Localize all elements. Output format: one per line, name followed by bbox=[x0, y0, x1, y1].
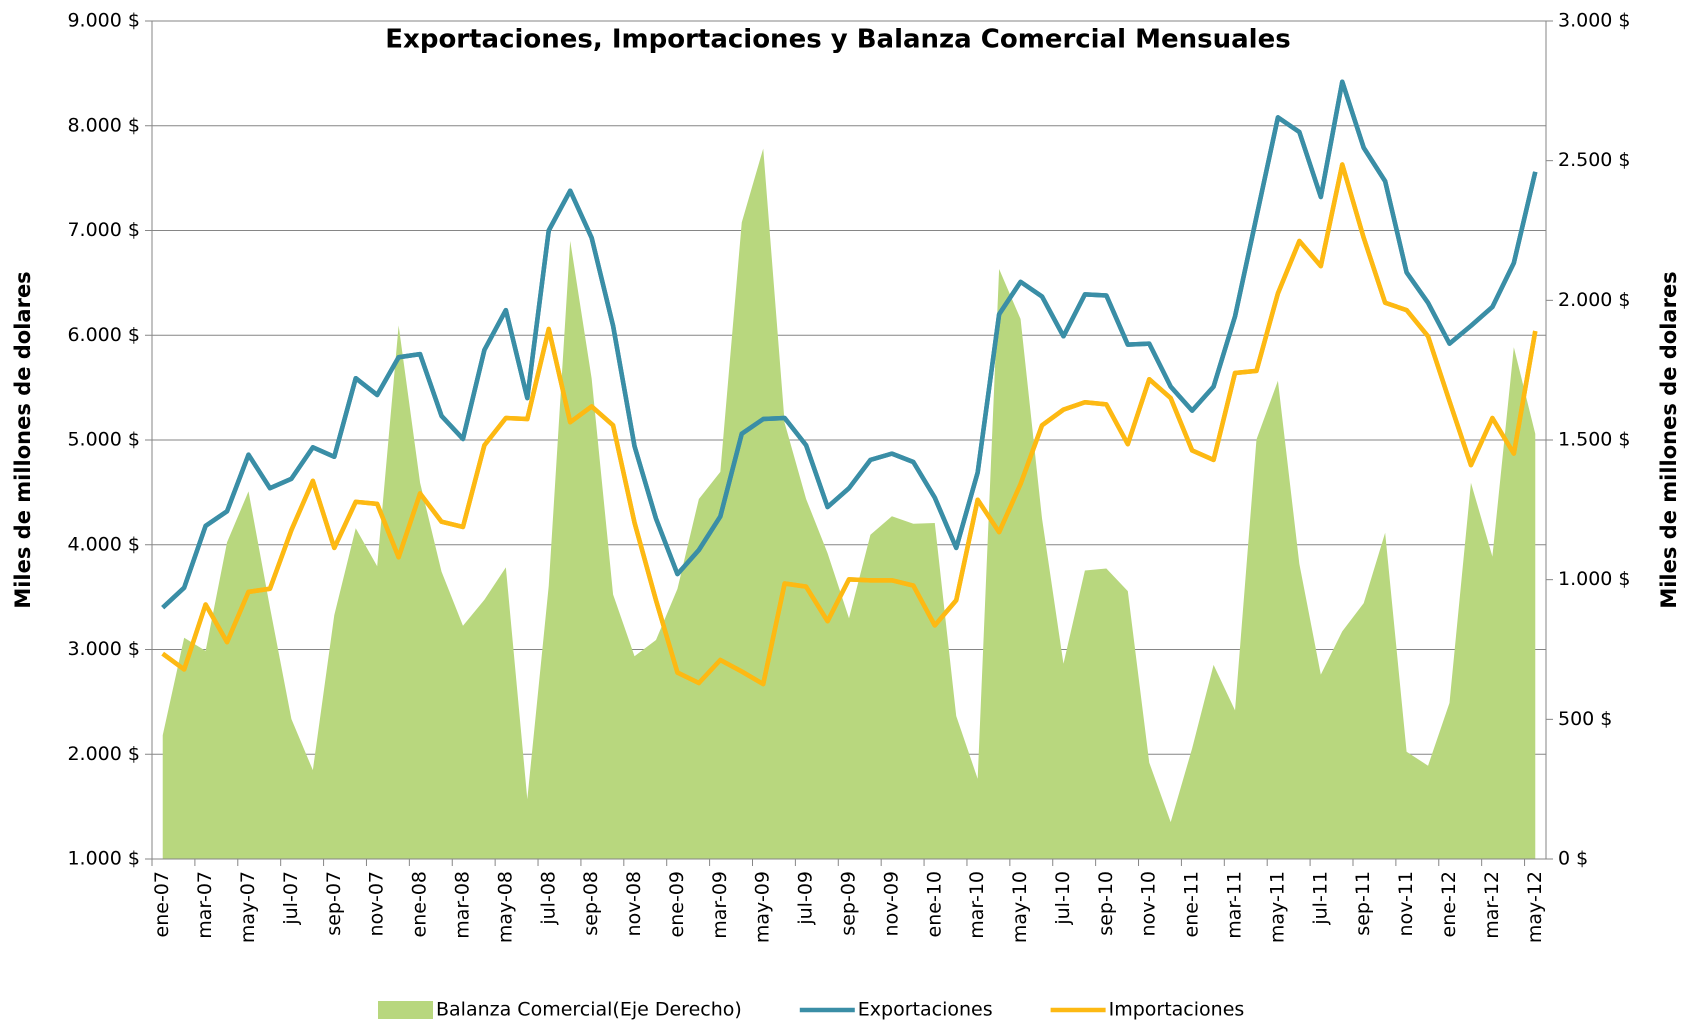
legend-label: Balanza Comercial(Eje Derecho) bbox=[436, 999, 742, 1021]
line bbox=[161, 162, 1538, 687]
x-tick-label: may-09 bbox=[752, 871, 774, 943]
x-tick-label: sep-10 bbox=[1095, 871, 1117, 936]
y-tick-label: 8.000 $ bbox=[67, 114, 140, 136]
x-tick-label: may-10 bbox=[1009, 871, 1031, 943]
x-tick-label: nov-11 bbox=[1395, 871, 1417, 936]
x-tick-label: mar-10 bbox=[966, 871, 988, 939]
x-tick-label: jul-10 bbox=[1052, 871, 1074, 926]
x-tick-label: ene-09 bbox=[666, 871, 688, 937]
x-tick-label: mar-09 bbox=[709, 871, 731, 939]
x-tick-label: jul-08 bbox=[537, 871, 559, 926]
x-tick-label: sep-11 bbox=[1352, 871, 1374, 936]
x-tick-label: ene-12 bbox=[1438, 871, 1460, 937]
y-tick-label: 7.000 $ bbox=[67, 219, 140, 241]
x-tick-label: sep-07 bbox=[323, 871, 345, 936]
legend-label: Exportaciones bbox=[858, 999, 993, 1021]
y-tick-label: 5.000 $ bbox=[67, 429, 140, 451]
x-tick-label: mar-11 bbox=[1224, 871, 1246, 939]
y-tick-label: 6.000 $ bbox=[67, 324, 140, 346]
x-tick-label: may-11 bbox=[1266, 871, 1288, 943]
y2-tick-label: 2.500 $ bbox=[1558, 149, 1631, 171]
x-tick-label: ene-11 bbox=[1181, 871, 1203, 937]
y2-tick-label: 500 $ bbox=[1558, 708, 1612, 730]
x-tick-label: sep-09 bbox=[838, 871, 860, 936]
area bbox=[162, 148, 1536, 859]
x-tick-label: nov-10 bbox=[1138, 871, 1160, 936]
y-tick-label: 2.000 $ bbox=[67, 743, 140, 765]
x-tick-label: nov-07 bbox=[366, 871, 388, 936]
x-tick-label: nov-08 bbox=[623, 871, 645, 936]
x-tick-label: ene-07 bbox=[151, 871, 173, 937]
x-tick-label: mar-08 bbox=[451, 871, 473, 939]
y2-axis-label: Miles de millones de dolares bbox=[1657, 271, 1681, 608]
y2-tick-label: 1.500 $ bbox=[1558, 429, 1631, 451]
x-tick-label: may-07 bbox=[237, 871, 259, 943]
legend-label: Importaciones bbox=[1109, 999, 1245, 1021]
x-tick-label: may-12 bbox=[1524, 871, 1546, 943]
y-tick-label: 9.000 $ bbox=[67, 10, 140, 32]
x-tick-label: mar-07 bbox=[194, 871, 216, 939]
x-tick-label: may-08 bbox=[494, 871, 516, 943]
y2-tick-label: 0 $ bbox=[1558, 848, 1588, 870]
x-tick-label: jul-11 bbox=[1309, 871, 1331, 926]
x-tick-label: sep-08 bbox=[580, 871, 602, 936]
x-tick-label: nov-09 bbox=[880, 871, 902, 936]
x-tick-label: ene-10 bbox=[923, 871, 945, 937]
y-tick-label: 3.000 $ bbox=[67, 638, 140, 660]
x-tick-label: jul-09 bbox=[795, 871, 817, 926]
y-tick-label: 1.000 $ bbox=[67, 848, 140, 870]
chart-title: Exportaciones, Importaciones y Balanza C… bbox=[385, 25, 1290, 55]
y2-tick-label: 3.000 $ bbox=[1558, 10, 1631, 32]
y-axis-label: Miles de millones de dolares bbox=[11, 271, 35, 608]
y2-tick-label: 1.000 $ bbox=[1558, 568, 1631, 590]
y2-tick-label: 2.000 $ bbox=[1558, 289, 1631, 311]
legend-swatch bbox=[378, 1001, 433, 1019]
x-tick-label: mar-12 bbox=[1481, 871, 1503, 939]
x-tick-label: ene-08 bbox=[409, 871, 431, 937]
x-tick-label: jul-07 bbox=[280, 871, 302, 926]
line bbox=[161, 79, 1538, 610]
y-tick-label: 4.000 $ bbox=[67, 533, 140, 555]
